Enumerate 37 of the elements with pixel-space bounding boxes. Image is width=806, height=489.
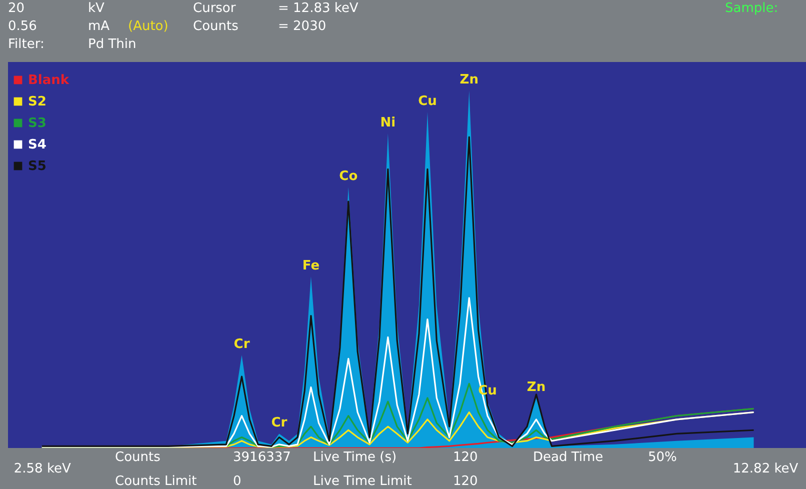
text: Counts [193, 19, 239, 34]
text: Pd Thin [88, 37, 136, 52]
legend-label: S3 [28, 116, 46, 131]
text: Live Time (s) [313, 450, 397, 465]
text: 120 [453, 474, 478, 489]
annotation: Cr [271, 416, 288, 431]
text: Dead Time [533, 450, 604, 465]
annotation: Co [339, 169, 358, 184]
text: Live Time Limit [313, 474, 412, 489]
text: kV [88, 1, 105, 16]
x-tick-label: 12.82 keV [732, 462, 798, 476]
text: Cursor [193, 1, 236, 16]
text: 0.56 [8, 19, 37, 34]
text: (Auto) [128, 19, 168, 34]
text: = 12.83 keV [278, 1, 358, 16]
legend-label: Blank [28, 73, 70, 88]
text: Filter: [8, 37, 44, 52]
text: 20 [8, 1, 25, 16]
text: Sample: [725, 1, 778, 16]
x-tick-label: 2.58 keV [14, 462, 72, 476]
annotation: Zn [526, 380, 546, 395]
text: = 2030 [278, 19, 326, 34]
annotation: Fe [302, 258, 320, 274]
legend-label: S5 [28, 159, 46, 174]
text: 120 [453, 450, 478, 465]
text: 0 [233, 474, 242, 489]
legend-label: S2 [28, 94, 46, 110]
annotation: Cu [418, 94, 437, 110]
text: mA [88, 19, 110, 34]
annotation: Zn [460, 72, 478, 88]
annotation: Cr [234, 337, 250, 352]
text: Counts Limit [115, 474, 197, 489]
text: 50% [648, 450, 677, 465]
annotation: Ni [380, 115, 396, 130]
legend-label: S4 [28, 138, 46, 152]
text: Counts [115, 450, 161, 465]
text: 3916337 [233, 450, 291, 465]
